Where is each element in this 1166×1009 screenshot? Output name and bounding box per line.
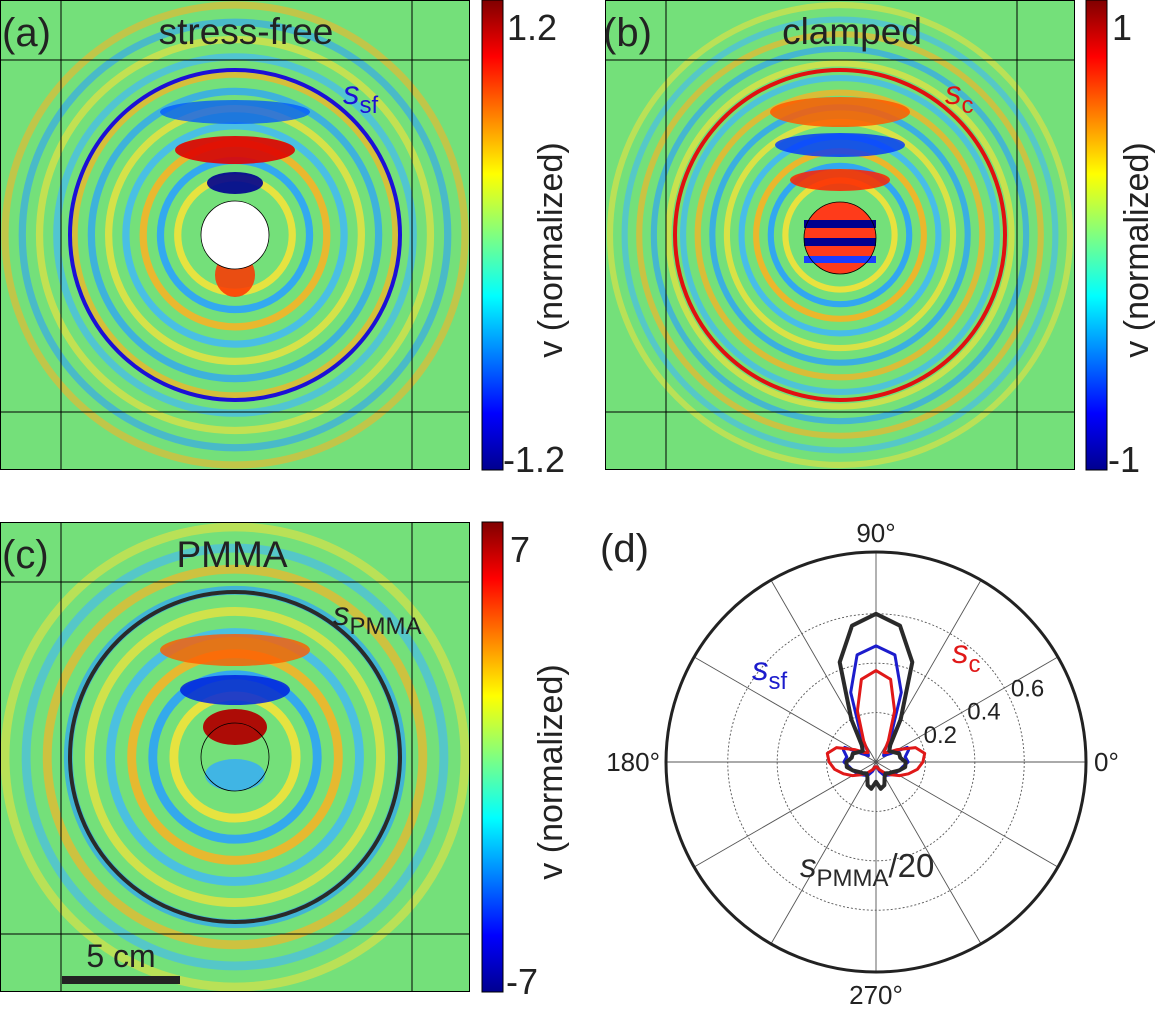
polar-series-s-c [825, 669, 927, 778]
radial-tick-label: 0.2 [924, 722, 957, 749]
radial-tick-label: 0.4 [967, 699, 1000, 726]
polar-spoke [875, 761, 982, 945]
fringe-ring [1, 1, 469, 469]
angle-label-270: 270° [849, 980, 903, 1009]
fringe-ring [636, 31, 1044, 439]
fringe-ring [85, 607, 385, 907]
fringe-ring [87, 87, 383, 383]
panel-title-a: stress-free [159, 11, 334, 52]
panel-d: (d) 90° 270° 180° 0° 0.2 0.4 0.6 ssf sc sP… [600, 518, 1119, 1009]
panel-letter-c: (c) [2, 533, 49, 577]
fringe-ring [42, 564, 428, 950]
map-frame-c [0, 522, 470, 992]
colorbar-label-c: v (normalized) [532, 664, 570, 879]
colorbar-max-a: 1.2 [507, 7, 557, 48]
polar-spoke [875, 579, 982, 763]
polar-spoke [770, 579, 877, 763]
inclusion-core-c [205, 759, 265, 791]
polar-spoke [875, 656, 1059, 763]
cold-lobe-a [207, 172, 263, 194]
map-frame-a [0, 0, 470, 470]
polar-series [825, 611, 927, 791]
colorbar-min-c: -7 [506, 961, 538, 1002]
panel-a: (a) stress-free ssf 1.2 -1.2 v (normaliz… [0, 0, 570, 480]
angle-label-0: 0° [1094, 747, 1119, 777]
colorbar-min-a: -1.2 [503, 439, 565, 480]
fringe-ring [665, 60, 1015, 410]
scale-bar [62, 976, 180, 984]
fringe-ring [106, 628, 364, 886]
polar-ring [776, 662, 976, 862]
integration-circle-c [68, 590, 402, 924]
integration-circle-a [68, 68, 402, 402]
hot-lobe-a [175, 136, 295, 164]
curve-label-c: sPMMA [333, 595, 422, 640]
colorbar-label-b: v (normalized) [1118, 142, 1156, 357]
radial-tick-label: 0.6 [1011, 675, 1044, 702]
hot-band-b [770, 97, 910, 127]
scale-bar-label: 5 cm [86, 938, 155, 974]
hot-band-c [160, 634, 310, 666]
integration-circle-b [673, 68, 1007, 402]
fringe-ring [35, 35, 435, 435]
fringe-ring [606, 1, 1074, 469]
fringe-ring [53, 53, 417, 417]
angle-label-180: 180° [606, 747, 660, 777]
polar-ring [727, 613, 1025, 911]
polar-outer-ring [664, 550, 1088, 974]
map-frame-b [605, 0, 1075, 470]
radial-tick-labels: 0.2 0.4 0.6 [924, 675, 1045, 748]
fringe-ring [122, 122, 348, 348]
legend-label-s-pmma: sPMMA/20 [800, 847, 934, 892]
panel-title-c: PMMA [177, 534, 288, 575]
polar-spoke [770, 761, 877, 945]
polar-spoke [693, 656, 877, 763]
obstacle-inclusion-c [200, 722, 270, 792]
panel-title-b: clamped [782, 11, 922, 52]
angle-label-90: 90° [856, 518, 895, 548]
fringe-ring [767, 162, 913, 308]
panel-letter-a: (a) [2, 11, 51, 55]
cold-band-c [180, 675, 290, 705]
fringe-ring [621, 16, 1059, 454]
fringe-rings-b [606, 1, 1074, 469]
field-map-c [0, 522, 470, 992]
legend-label-s-sf: ssf [752, 650, 788, 695]
panel-c: (c) PMMA sPMMA 5 cm 7 -7 v (normalized) [0, 521, 570, 1002]
colorbar-max-c: 7 [510, 529, 530, 570]
polar-series-s-pmma-20 [837, 611, 915, 791]
fringe-ring [0, 522, 470, 992]
fringe-ring [148, 670, 322, 844]
panel-letter-b: (b) [603, 11, 652, 55]
cold-band-a [160, 100, 310, 124]
polar-spoke [875, 761, 1059, 868]
fringe-ring [18, 18, 452, 452]
fringe-ring [21, 543, 449, 971]
fringe-ring [650, 45, 1030, 425]
fringe-ring [694, 89, 986, 381]
polar-spoke [693, 761, 877, 868]
curve-label-a: ssf [343, 74, 379, 119]
colorbar-max-b: 1 [1112, 7, 1132, 48]
obstacle-clamped-b [803, 201, 877, 275]
hot-lobe-c [203, 709, 267, 745]
colorbar-min-b: -1 [1108, 439, 1140, 480]
polar-grid [666, 552, 1086, 972]
colorbar-label-a: v (normalized) [532, 142, 570, 357]
cold-band-b [775, 133, 905, 157]
hot-lobe-b [790, 169, 890, 191]
fringe-ring [70, 70, 400, 400]
panel-letter-d: (d) [600, 527, 649, 571]
legend-label-s-c: sc [952, 633, 981, 678]
panel-b: (b) clamped sc 1 -1 v (normalized) [603, 0, 1156, 480]
colorbar-a [481, 0, 504, 471]
curve-label-b: sc [945, 74, 974, 119]
colorbar-b [1085, 0, 1108, 471]
polar-ring [826, 712, 926, 812]
fringe-ring [680, 75, 1000, 395]
colorbar-c [481, 521, 504, 993]
obstacle-hole-a [200, 200, 270, 270]
